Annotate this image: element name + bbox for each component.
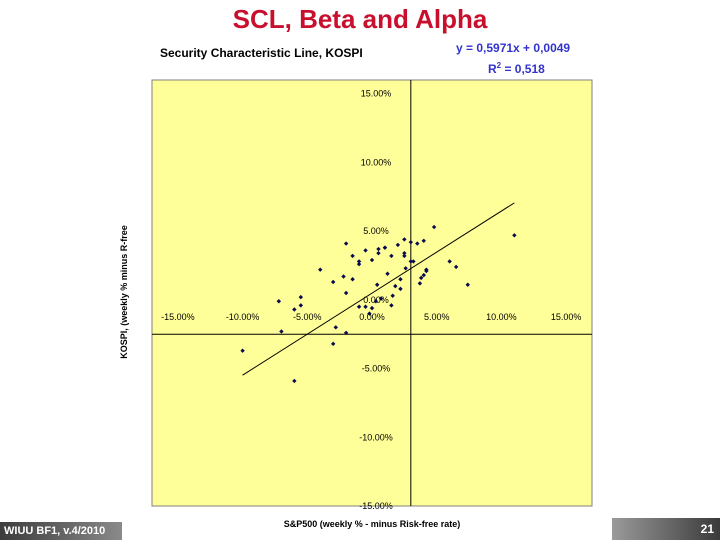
data-point [403, 266, 408, 271]
data-point [356, 259, 362, 264]
data-point [408, 259, 414, 264]
data-point [398, 277, 403, 282]
y-tick-label: -10.00% [359, 432, 393, 442]
data-point [402, 237, 407, 242]
trendline [242, 202, 515, 376]
data-point [398, 286, 403, 292]
data-point [393, 283, 398, 289]
r-squared-label: R2 = 0,518 [488, 61, 545, 76]
x-tick-label: 5.00% [424, 312, 450, 322]
data-point [408, 239, 414, 245]
r-squared-exponent: 2 [497, 61, 502, 70]
data-point [411, 259, 416, 264]
data-point [390, 293, 395, 298]
data-point [363, 248, 368, 253]
r-squared-value: = 0,518 [501, 62, 545, 76]
x-tick-label: 15.00% [551, 312, 582, 322]
y-axis-label: KOSPI, (weekly % minus R-free [119, 225, 129, 359]
slide-title: SCL, Beta and Alpha [232, 4, 488, 34]
data-point [363, 304, 368, 309]
data-point [367, 311, 372, 316]
data-point [376, 246, 381, 252]
data-point [298, 303, 304, 308]
x-tick-label: -5.00% [293, 312, 322, 322]
data-point [292, 378, 297, 384]
data-point [333, 325, 338, 330]
data-point [415, 241, 420, 246]
data-point [369, 257, 375, 263]
data-point [350, 253, 355, 259]
data-point [453, 264, 459, 270]
data-point [395, 242, 401, 248]
x-axis-label: S&P500 (weekly % - minus Risk-free rate) [284, 519, 461, 529]
data-point [402, 250, 407, 256]
data-point [421, 238, 426, 243]
data-point [421, 272, 426, 278]
y-tick-label: 10.00% [361, 157, 392, 167]
data-point [417, 281, 423, 286]
data-point [350, 277, 355, 282]
data-point [385, 271, 390, 276]
y-tick-label: 15.00% [361, 89, 392, 99]
data-point [373, 299, 379, 304]
data-point [240, 348, 245, 353]
data-point [447, 259, 452, 264]
data-point [389, 303, 394, 308]
data-point [465, 282, 470, 287]
data-point [418, 275, 424, 281]
data-point [276, 299, 282, 304]
y-tick-label: 5.00% [363, 226, 389, 236]
x-tick-label: 10.00% [486, 312, 517, 322]
chart-title: Security Characteristic Line, KOSPI [160, 46, 363, 60]
data-point [512, 233, 517, 238]
data-point [279, 329, 284, 334]
data-point [431, 224, 437, 230]
data-point [378, 296, 384, 301]
data-point [343, 330, 349, 336]
data-point [356, 261, 362, 267]
data-point [402, 253, 407, 259]
data-point [330, 341, 336, 347]
data-point [389, 253, 394, 259]
x-tick-labels: -15.00% -10.00% -5.00% 0.00% 5.00% 10.00% 15.0… [161, 312, 581, 322]
data-point [382, 245, 388, 250]
data-point [318, 267, 323, 272]
data-point [343, 290, 349, 296]
y-tick-label: -15.00% [359, 501, 393, 511]
data-point [374, 282, 380, 287]
data-point [369, 305, 375, 311]
x-tick-label: -15.00% [161, 312, 195, 322]
data-point [330, 279, 336, 285]
data-point [376, 250, 381, 256]
data-point [341, 274, 346, 279]
footer-course-label: WIUU BF1, v.4/2010 [0, 522, 122, 540]
data-point [343, 241, 349, 246]
data-points [240, 224, 517, 384]
data-point [356, 304, 362, 309]
data-point [292, 307, 297, 312]
y-tick-label: -5.00% [362, 364, 391, 374]
trendline-equation: y = 0,5971x + 0,0049 [456, 41, 570, 55]
data-point [424, 268, 429, 274]
x-tick-label: 0.00% [359, 312, 385, 322]
page-number: 21 [612, 518, 720, 540]
x-tick-label: -10.00% [226, 312, 260, 322]
data-point [298, 294, 304, 300]
